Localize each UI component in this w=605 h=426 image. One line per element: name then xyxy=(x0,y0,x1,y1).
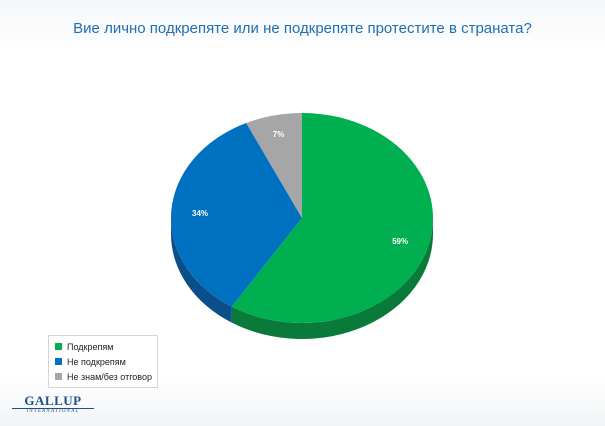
pie-slice-1 xyxy=(171,122,302,307)
chart-title: Вие лично подкрепяте или не подкрепяте п… xyxy=(73,20,532,37)
pie-label-0: 59% xyxy=(392,237,408,246)
legend-label-support: Подкрепям xyxy=(67,341,114,352)
pie-slice-0 xyxy=(231,113,433,323)
legend-swatch-dont-know xyxy=(55,373,62,380)
pie-side-1 xyxy=(171,218,232,323)
pie-slice-2 xyxy=(246,113,302,218)
pie-label-2: 7% xyxy=(273,130,285,139)
pie-side-0 xyxy=(231,218,433,339)
pie-labels: 59% 34% 7% xyxy=(192,130,408,246)
logo-main-text: GALLUP xyxy=(24,393,82,408)
gallup-logo: GALLUP INTERNATIONAL xyxy=(12,393,94,415)
legend-swatch-not-support xyxy=(55,358,62,365)
pie-label-1: 34% xyxy=(192,209,208,218)
legend-item-not-support: Не подкрепям xyxy=(55,354,147,369)
pie-sides xyxy=(171,218,433,339)
legend-label-dont-know: Не знам/без отговор xyxy=(67,371,152,382)
legend-swatch-support xyxy=(55,343,62,350)
logo-sub-text: INTERNATIONAL xyxy=(12,408,94,415)
chart-legend: Подкрепям Не подкрепям Не знам/без отгов… xyxy=(48,335,158,388)
legend-item-dont-know: Не знам/без отговор xyxy=(55,369,152,384)
pie-tops xyxy=(171,113,433,323)
legend-label-not-support: Не подкрепям xyxy=(67,356,126,367)
legend-item-support: Подкрепям xyxy=(55,339,147,354)
